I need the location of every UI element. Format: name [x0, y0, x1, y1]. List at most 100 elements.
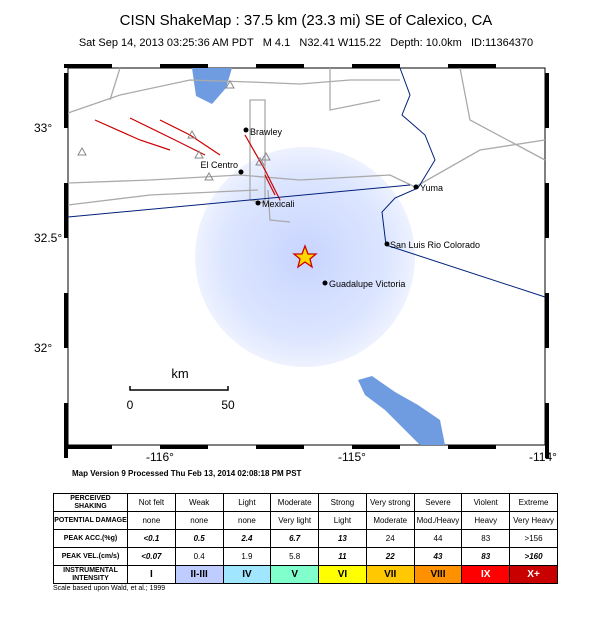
- cell: Light: [318, 511, 367, 530]
- place-dot: [255, 200, 261, 206]
- frame-tick: [160, 445, 208, 449]
- cell: Strong: [318, 493, 367, 512]
- cell: 11: [318, 547, 367, 566]
- place-dot: [238, 169, 244, 175]
- cell: Severe: [413, 493, 463, 512]
- frame-tick: [545, 293, 549, 348]
- row-label: INSTRUMENTAL INTENSITY: [53, 565, 128, 584]
- cell: >160: [509, 547, 558, 566]
- cell: Not felt: [127, 493, 176, 512]
- lat-label: 32.5°: [34, 231, 62, 245]
- cell: V: [270, 565, 320, 584]
- frame-tick: [64, 445, 112, 449]
- cell: II-III: [174, 565, 224, 584]
- cell: 5.8: [270, 547, 320, 566]
- version: Map Version 9 Processed Thu Feb 13, 2014…: [72, 469, 302, 478]
- cell: Very strong: [365, 493, 415, 512]
- place-dot: [413, 184, 419, 190]
- border: [381, 67, 546, 298]
- scale-label: 50: [221, 398, 235, 412]
- place-label: Brawley: [250, 127, 283, 137]
- cell: Moderate: [270, 493, 320, 512]
- frame-tick: [545, 183, 549, 238]
- cell: Very Heavy: [509, 511, 558, 530]
- cell: none: [222, 511, 272, 530]
- cell: 0.5: [174, 529, 224, 548]
- cell: 1.9: [222, 547, 272, 566]
- title: CISN ShakeMap : 37.5 km (23.3 mi) SE of …: [120, 12, 493, 29]
- scale-bar: [129, 386, 229, 391]
- stations: [77, 79, 271, 181]
- frame-tick: [352, 64, 400, 68]
- cell: <0.1: [127, 529, 176, 548]
- frame-ticks: [64, 64, 549, 458]
- cell: 83: [461, 529, 511, 548]
- cell: Mod./Heavy: [413, 511, 463, 530]
- frame-tick: [256, 445, 304, 449]
- place-label: Guadalupe Victoria: [329, 279, 405, 289]
- cell: 43: [413, 547, 463, 566]
- epicenter: [292, 244, 318, 269]
- table-row: POTENTIAL DAMAGE none none none Very light Li…: [53, 511, 558, 530]
- cell: 6.7: [270, 529, 320, 548]
- intensity-scale: PERCEIVED SHAKING Not felt Weak Light Modera…: [53, 493, 558, 584]
- frame-tick: [64, 403, 68, 458]
- cell: Moderate: [365, 511, 415, 530]
- place-label: Mexicali: [262, 199, 295, 209]
- table-row: PEAK ACC.(%g) <0.1 0.5 2.4 6.7 13 24 44 83 >156: [53, 529, 558, 548]
- lat-label: 32°: [34, 341, 52, 355]
- cell: VI: [318, 565, 367, 584]
- table-row: PEAK VEL.(cm/s) <0.07 0.4 1.9 5.8 11 22 43 83 >16…: [53, 547, 558, 566]
- place-label: El Centro: [200, 160, 238, 170]
- frame-tick: [64, 183, 68, 238]
- row-label: PEAK VEL.(cm/s): [53, 547, 128, 566]
- gulf: [358, 376, 445, 445]
- row-label: POTENTIAL DAMAGE: [53, 511, 128, 530]
- cell: 2.4: [222, 529, 272, 548]
- cell: IX: [461, 565, 511, 584]
- cell: Heavy: [461, 511, 511, 530]
- place-label: San Luis Rio Colorado: [390, 240, 480, 250]
- lon-label: -116°: [146, 450, 174, 464]
- place-dot: [243, 127, 249, 133]
- border: [67, 184, 411, 218]
- subtitle: Sat Sep 14, 2013 03:25:36 AM PDT M 4.1 N…: [79, 37, 533, 49]
- lat-label: 33°: [34, 121, 52, 135]
- row-label: PERCEIVED SHAKING: [53, 493, 128, 512]
- cell: Weak: [174, 493, 224, 512]
- scale-unit: km: [171, 366, 188, 381]
- cell: Violent: [461, 493, 511, 512]
- cell: X+: [509, 565, 558, 584]
- cell: 13: [318, 529, 367, 548]
- cell: I: [127, 565, 176, 584]
- cell: 24: [365, 529, 415, 548]
- salton-sea: [192, 68, 232, 104]
- note: Scale based upon Wald, et al.; 1999: [53, 585, 166, 592]
- frame-tick: [448, 64, 496, 68]
- frame-tick: [545, 403, 549, 458]
- place-dot: [322, 280, 328, 286]
- cell: 22: [365, 547, 415, 566]
- frame-tick: [256, 64, 304, 68]
- roads: [67, 67, 546, 223]
- place-label: Yuma: [420, 183, 443, 193]
- cell: 0.4: [174, 547, 224, 566]
- lon-label: -115°: [338, 450, 366, 464]
- frame-tick: [64, 293, 68, 348]
- frame-tick: [160, 64, 208, 68]
- frame-tick: [64, 64, 112, 68]
- cell: VII: [365, 565, 415, 584]
- lon-label: -114°: [529, 450, 557, 464]
- cell: Light: [222, 493, 272, 512]
- cell: VIII: [413, 565, 463, 584]
- table-row: INSTRUMENTAL INTENSITY I II-III IV V VI VII VII…: [53, 565, 558, 584]
- cell: >156: [509, 529, 558, 548]
- frame-tick: [64, 73, 68, 128]
- cell: none: [127, 511, 176, 530]
- cell: 44: [413, 529, 463, 548]
- row-label: PEAK ACC.(%g): [53, 529, 128, 548]
- place-dot: [384, 241, 390, 247]
- table-row: PERCEIVED SHAKING Not felt Weak Light Modera…: [53, 493, 558, 512]
- cell: Very light: [270, 511, 320, 530]
